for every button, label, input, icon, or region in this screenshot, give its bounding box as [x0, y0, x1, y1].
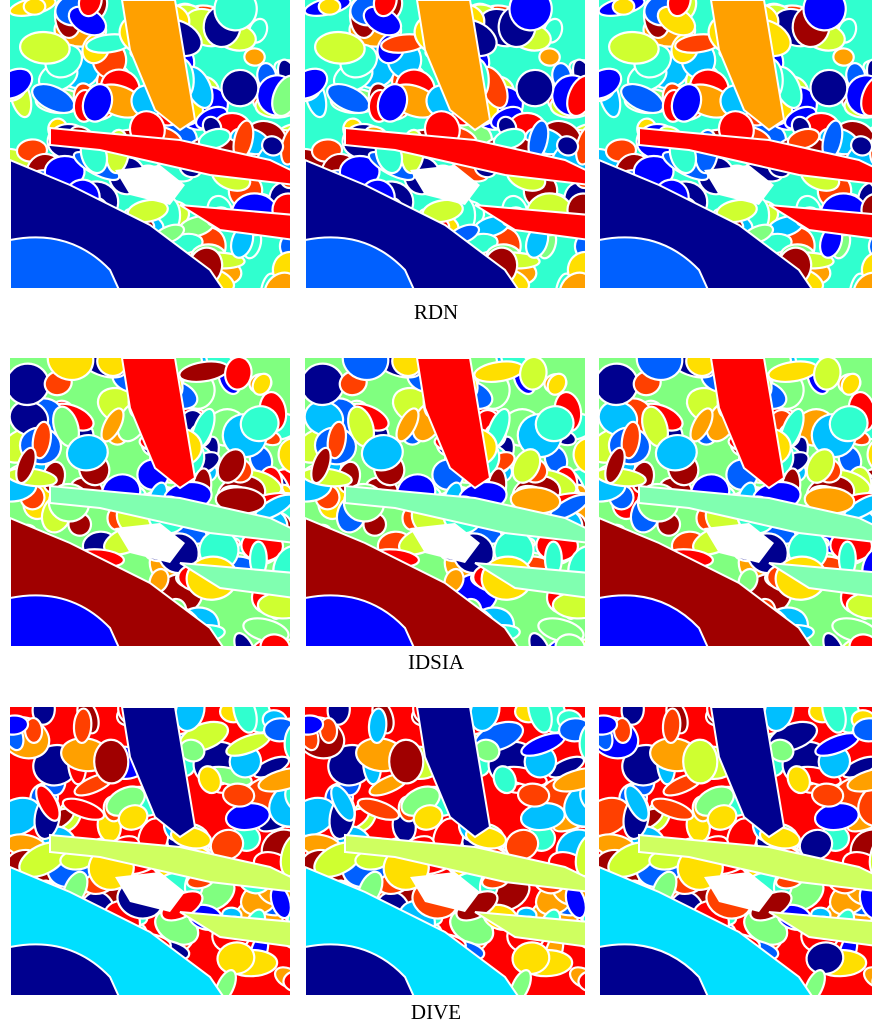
segment: [389, 739, 424, 783]
segment: [24, 0, 46, 15]
row-caption: DIVE: [411, 1000, 461, 1023]
segment: [559, 718, 592, 742]
page: RDN IDSIA DIVE (() => { const data = JSO…: [0, 0, 872, 1023]
segment: [515, 69, 554, 108]
row-caption: IDSIA: [408, 650, 465, 674]
segment: [583, 836, 601, 853]
segmentation-image: [577, 686, 872, 1023]
segment: [220, 69, 259, 108]
segmentation-image: [283, 334, 613, 676]
figure: RDN IDSIA DIVE: [0, 0, 872, 1023]
segment: [264, 718, 297, 742]
segment: [683, 739, 718, 783]
segmentation-image: [577, 334, 872, 676]
segment: [288, 836, 306, 853]
segment: [94, 739, 129, 783]
row-caption: RDN: [414, 300, 458, 324]
segmentation-image: [0, 686, 327, 1023]
segment: [319, 0, 341, 15]
segmentation-image: [276, 0, 607, 318]
segmentation-image: [283, 686, 622, 1023]
segment: [809, 69, 848, 108]
segment: [613, 0, 635, 15]
segmentation-image: [0, 334, 318, 676]
segmentation-image: [570, 0, 872, 318]
segmentation-image: [0, 0, 312, 318]
